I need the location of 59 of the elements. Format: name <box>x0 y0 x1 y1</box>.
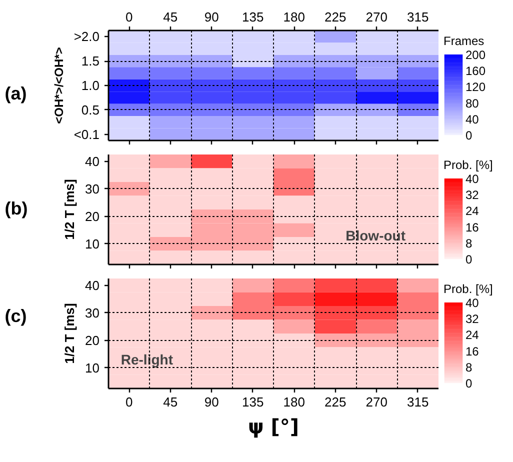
color-bar-label: 24 <box>466 328 480 342</box>
x-tick-label: 315 <box>407 394 429 410</box>
text: (c) <box>4 306 27 326</box>
color-bar-title: Prob. [%] <box>444 282 493 296</box>
x-tick-label: 180 <box>283 394 305 410</box>
color-bar-label: 80 <box>466 96 480 110</box>
color-bar-label: 16 <box>466 220 480 234</box>
y-tick-label: 0.5 <box>81 102 100 118</box>
color-bar-label: 40 <box>466 296 480 310</box>
color-bar-label: 32 <box>466 312 480 326</box>
color-bar-label: 32 <box>466 188 480 202</box>
y-tick-label: 1.5 <box>81 54 100 69</box>
color-bar-label: 0 <box>466 252 472 266</box>
x-axis-title: ψ [°] <box>248 414 300 438</box>
color-bar-title: Frames <box>444 34 484 48</box>
y-tick-label: 10 <box>85 360 100 376</box>
color-bar-label: 120 <box>466 80 486 94</box>
y-tick-label: 1.0 <box>81 78 100 93</box>
color-bar-label: 24 <box>466 204 480 218</box>
x-tick-label: 270 <box>366 394 388 410</box>
color-bar-label: 200 <box>466 48 486 62</box>
y-tick-label: 10 <box>85 236 100 252</box>
y-tick-label: 20 <box>85 208 100 224</box>
text: (b) <box>4 198 28 219</box>
color-bar-label: 0 <box>466 128 472 142</box>
x-tick-label: 180 <box>283 10 305 24</box>
y-axis-title: 1/2 T [ms] <box>62 303 78 364</box>
color-bar-label: 40 <box>466 172 480 186</box>
x-tick-label: 225 <box>324 394 346 410</box>
x-tick-label: 90 <box>204 10 219 24</box>
y-axis-title: <OH*>/<OH*> <box>52 47 66 124</box>
color-bar-label: 8 <box>466 236 472 250</box>
y-tick-label: 40 <box>85 154 100 169</box>
color-bar-label: 0 <box>466 376 472 390</box>
x-tick-label: 315 <box>407 10 429 24</box>
annotation: Blow-out <box>346 228 406 244</box>
x-tick-label: 45 <box>163 10 178 24</box>
y-tick-label: 40 <box>85 278 100 293</box>
text: (a) <box>4 84 27 104</box>
y-tick-label: 30 <box>85 305 100 320</box>
y-tick-label: 30 <box>85 181 100 196</box>
x-tick-label: 0 <box>126 394 133 410</box>
color-bar-label: 8 <box>466 360 472 374</box>
x-tick-label: 270 <box>366 10 388 24</box>
color-bar-label: 160 <box>466 64 486 78</box>
x-tick-label: 0 <box>126 10 133 24</box>
x-tick-label: 45 <box>163 394 178 410</box>
y-tick-label: <0.1 <box>74 126 100 142</box>
color-bar-label: 40 <box>466 112 480 126</box>
x-tick-label: 135 <box>242 10 264 24</box>
x-tick-label: 135 <box>242 394 264 410</box>
color-bar-label: 16 <box>466 344 480 358</box>
color-bar-title: Prob. [%] <box>444 158 493 172</box>
y-tick-label: >2.0 <box>74 29 100 44</box>
x-tick-label: 225 <box>324 10 346 24</box>
x-tick-label: 90 <box>204 394 219 410</box>
annotation: Re-light <box>120 352 174 368</box>
y-axis-title: 1/2 T [ms] <box>62 179 78 240</box>
y-tick-label: 20 <box>85 332 100 348</box>
